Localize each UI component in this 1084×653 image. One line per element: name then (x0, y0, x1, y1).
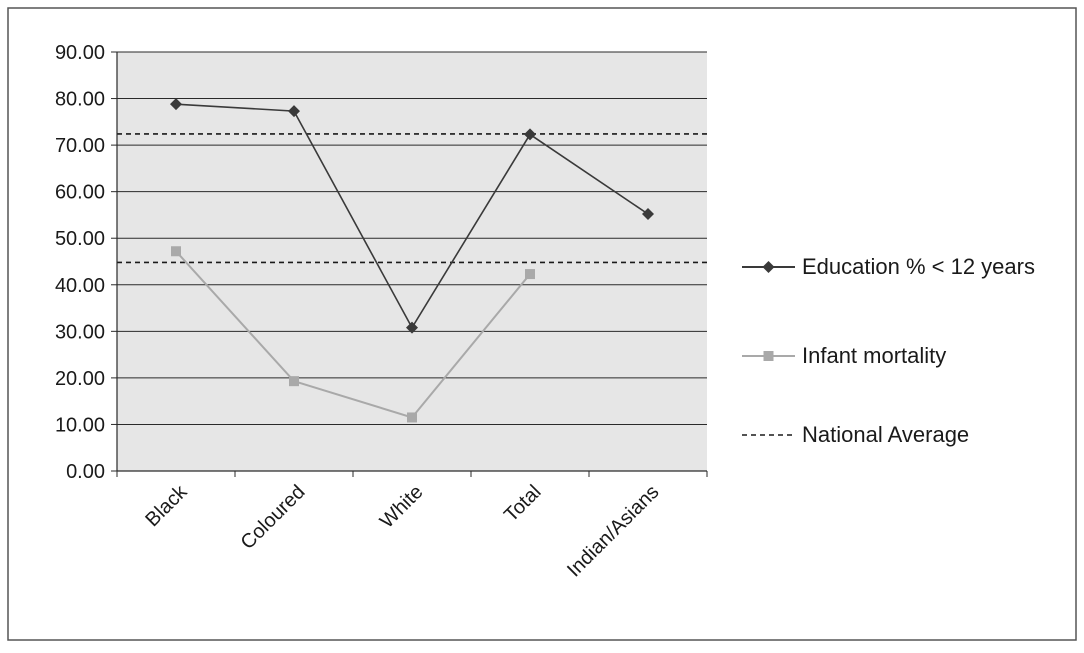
y-tick-label: 80.00 (55, 89, 105, 111)
data-point (525, 269, 535, 280)
data-point (170, 98, 182, 111)
legend: Education % < 12 years Infant mortality Na… (742, 254, 1035, 447)
y-tick-label: 60.00 (55, 182, 105, 204)
legend-label: Education % < 12 years (802, 254, 1035, 279)
series-line (175, 250, 531, 419)
data-point (289, 376, 299, 387)
data-point (524, 128, 536, 141)
plot-area (117, 52, 707, 471)
legend-label: Infant mortality (802, 343, 946, 368)
legend-label: National Average (802, 422, 969, 447)
y-tick-label: 10.00 (55, 414, 105, 436)
y-tick-label: 70.00 (55, 135, 105, 157)
y-tick-label: 0.00 (66, 461, 105, 483)
data-point (288, 105, 300, 118)
y-tick-label: 20.00 (55, 368, 105, 390)
y-tick-label: 90.00 (55, 42, 105, 64)
gridlines (117, 51, 707, 425)
legend-item: Infant mortality (742, 343, 946, 368)
legend-marker (762, 261, 775, 273)
legend-marker (763, 351, 774, 361)
data-point (171, 246, 181, 257)
data-point (406, 321, 418, 334)
data-point (407, 412, 417, 423)
y-tick-label: 50.00 (55, 228, 105, 250)
legend-item: Education % < 12 years (742, 254, 1035, 279)
y-tick-label: 30.00 (55, 321, 105, 343)
data-point (642, 208, 654, 221)
y-tick-label: 40.00 (55, 275, 105, 297)
series (170, 98, 654, 423)
legend-item: National Average (742, 422, 969, 447)
